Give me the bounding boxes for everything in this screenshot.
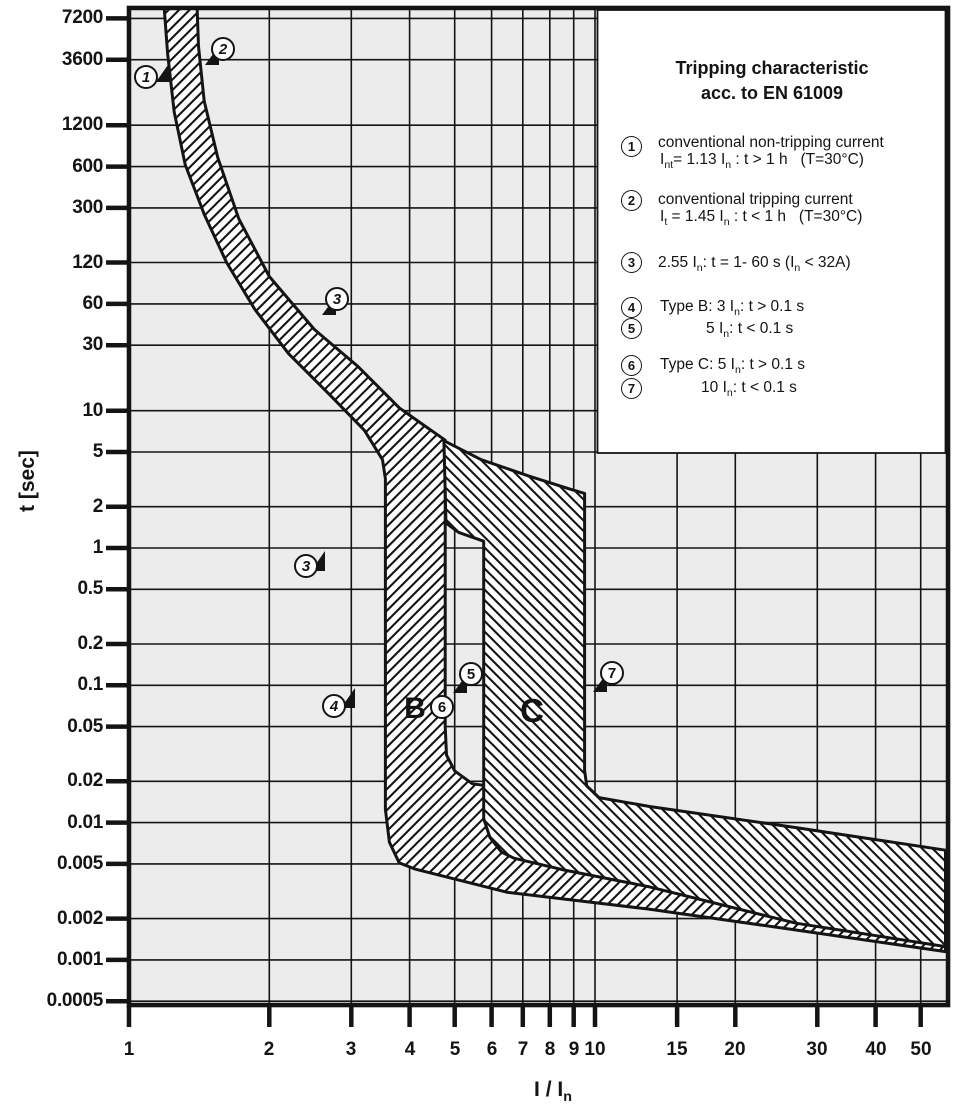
y-tick-label: 0.1 — [77, 674, 103, 695]
x-tick-label: 8 — [544, 1039, 556, 1060]
x-axis-title: I / In — [488, 1078, 618, 1105]
y-axis-title: t [sec] — [16, 450, 39, 512]
curve-marker-arrow-1 — [156, 62, 170, 82]
plot-border — [126, 5, 951, 1008]
legend-item-number-6: 6 — [621, 354, 642, 376]
y-tick-label: 0.005 — [56, 853, 103, 874]
legend-item-text: conventional tripping current — [658, 191, 853, 208]
x-tick-label: 1 — [123, 1039, 135, 1060]
y-tick-label: 0.001 — [56, 949, 103, 970]
y-tick-label: 1200 — [61, 114, 103, 135]
legend-item-text: Int= 1.13 In : t > 1 h (T=30°C) — [660, 151, 864, 172]
x-tick-label: 5 — [449, 1039, 461, 1060]
y-tick-label: 0.0005 — [46, 990, 104, 1011]
x-tick-label: 40 — [865, 1039, 887, 1060]
x-tick-label: 3 — [345, 1039, 357, 1060]
y-tick-label: 0.2 — [77, 633, 103, 654]
legend-item-number-4: 4 — [621, 296, 642, 318]
curve-marker-3: 3 — [294, 554, 318, 578]
curve-marker-5: 5 — [459, 662, 483, 686]
x-tick-label: 9 — [568, 1039, 580, 1060]
legend-item-text: 2.55 In: t = 1- 60 s (In < 32A) — [658, 254, 851, 275]
y-tick-label: 2 — [92, 496, 104, 517]
y-tick-label: 600 — [72, 156, 103, 177]
x-tick-label: 7 — [517, 1039, 529, 1060]
legend-item-number-2: 2 — [621, 189, 642, 211]
type-C-tripping-band — [442, 439, 947, 949]
y-tick-label: 0.5 — [77, 578, 103, 599]
legend-title-line1: Tripping characteristic — [675, 58, 869, 78]
x-tick-label: 10 — [584, 1039, 606, 1060]
legend-item-text: 5 In: t < 0.1 s — [706, 320, 794, 341]
legend-item-text: conventional non-tripping current — [658, 134, 884, 151]
curve-marker-2: 2 — [211, 37, 235, 61]
legend-item-number-1: 1 — [621, 135, 642, 157]
y-tick-label: 5 — [92, 441, 104, 462]
y-tick-label: 1 — [92, 537, 104, 558]
curve-marker-6: 6 — [430, 695, 454, 719]
x-axis-title-part: I / I — [534, 1078, 564, 1101]
legend-item-text: Type B: 3 In: t > 0.1 s — [660, 298, 805, 319]
zone-label-C: C — [520, 692, 544, 729]
curve-marker-1: 1 — [134, 65, 158, 89]
axis-ticks — [106, 16, 923, 1027]
legend-item-number-5: 5 — [621, 317, 642, 339]
x-axis-title-part: n — [563, 1089, 572, 1106]
y-tick-label: 0.01 — [67, 812, 103, 833]
legend-item-number-3: 3 — [621, 251, 642, 273]
y-tick-label: 120 — [72, 252, 103, 273]
y-tick-label: 300 — [72, 197, 103, 218]
y-tick-label: 60 — [82, 293, 103, 314]
curve-marker-7: 7 — [600, 661, 624, 685]
y-tick-label: 3600 — [61, 49, 103, 70]
x-tick-label: 50 — [910, 1039, 932, 1060]
y-tick-label: 0.05 — [67, 716, 103, 737]
y-tick-label: 10 — [82, 400, 103, 421]
curve-marker-3: 3 — [325, 287, 349, 311]
y-tick-label: 30 — [82, 334, 103, 355]
legend-item-text: Type C: 5 In: t > 0.1 s — [660, 356, 806, 377]
y-tick-label: 7200 — [61, 7, 103, 28]
x-tick-label: 15 — [666, 1039, 688, 1060]
x-tick-label: 2 — [263, 1039, 275, 1060]
legend-item-number-7: 7 — [621, 377, 642, 399]
x-tick-label: 4 — [404, 1039, 416, 1060]
y-tick-label: 0.02 — [67, 770, 103, 791]
legend-box — [596, 9, 947, 454]
curve-marker-4: 4 — [322, 694, 346, 718]
tripping-bands — [162, 6, 947, 954]
legend-item-text: 10 In: t < 0.1 s — [701, 379, 797, 400]
legend-item-text: It = 1.45 In : t < 1 h (T=30°C) — [660, 208, 863, 229]
zone-label-B: B — [404, 692, 426, 725]
x-tick-label: 6 — [486, 1039, 498, 1060]
x-tick-label: 30 — [806, 1039, 828, 1060]
y-tick-label: 0.002 — [56, 908, 103, 929]
legend-title-line2: acc. to EN 61009 — [700, 83, 844, 103]
legend-title: Tripping characteristic acc. to EN 61009 — [602, 56, 942, 106]
x-tick-label: 20 — [724, 1039, 746, 1060]
